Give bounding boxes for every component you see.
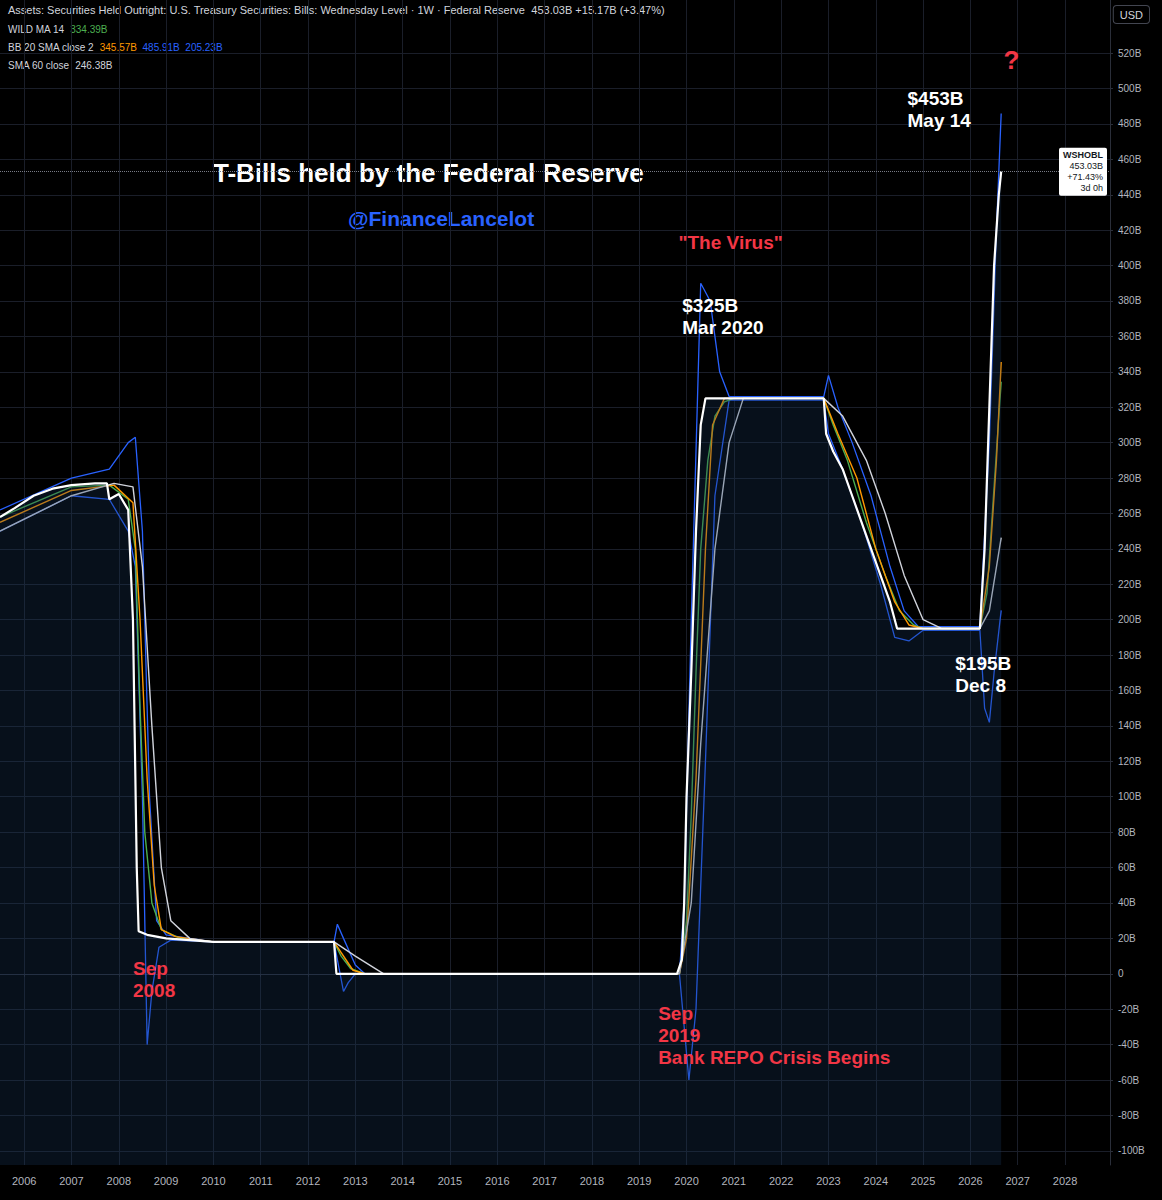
svg-text:340B: 340B <box>1118 366 1142 377</box>
svg-text:2015: 2015 <box>438 1175 462 1187</box>
svg-text:Bank REPO Crisis Begins: Bank REPO Crisis Begins <box>658 1047 890 1068</box>
svg-text:WILD MA 14: WILD MA 14 <box>8 24 65 35</box>
svg-text:40B: 40B <box>1118 897 1136 908</box>
svg-text:SMA 60 close: SMA 60 close <box>8 60 70 71</box>
svg-text:453.03B: 453.03B <box>1069 161 1103 171</box>
svg-text:$325B: $325B <box>682 295 738 316</box>
svg-text:2011: 2011 <box>249 1175 273 1187</box>
svg-text:2027: 2027 <box>1005 1175 1029 1187</box>
svg-text:0: 0 <box>1118 968 1124 979</box>
svg-text:360B: 360B <box>1118 331 1142 342</box>
svg-text:2024: 2024 <box>864 1175 888 1187</box>
svg-text:2014: 2014 <box>390 1175 414 1187</box>
svg-text:300B: 300B <box>1118 437 1142 448</box>
svg-text:-100B: -100B <box>1118 1145 1145 1156</box>
svg-text:20B: 20B <box>1118 933 1136 944</box>
svg-text:3d 0h: 3d 0h <box>1080 183 1103 193</box>
svg-text:2019: 2019 <box>658 1025 700 1046</box>
svg-text:260B: 260B <box>1118 508 1142 519</box>
svg-text:Sep: Sep <box>133 958 168 979</box>
svg-text:+71.43%: +71.43% <box>1067 172 1103 182</box>
svg-text:440B: 440B <box>1118 189 1142 200</box>
svg-text:Sep: Sep <box>658 1003 693 1024</box>
svg-text:480B: 480B <box>1118 118 1142 129</box>
svg-text:2012: 2012 <box>296 1175 320 1187</box>
svg-text:BB 20 SMA close 2: BB 20 SMA close 2 <box>8 42 94 53</box>
svg-text:380B: 380B <box>1118 295 1142 306</box>
svg-text:"The Virus": "The Virus" <box>678 232 782 253</box>
svg-text:2025: 2025 <box>911 1175 935 1187</box>
svg-text:80B: 80B <box>1118 827 1136 838</box>
svg-text:500B: 500B <box>1118 83 1142 94</box>
svg-text:120B: 120B <box>1118 756 1142 767</box>
svg-text:453.03B +15.17B (+3.47%): 453.03B +15.17B (+3.47%) <box>531 4 664 16</box>
svg-text:240B: 240B <box>1118 543 1142 554</box>
svg-text:-80B: -80B <box>1118 1110 1139 1121</box>
svg-text:USD: USD <box>1120 9 1143 21</box>
svg-text:280B: 280B <box>1118 473 1142 484</box>
svg-text:$195B: $195B <box>955 653 1011 674</box>
svg-text:485.91B: 485.91B <box>143 42 181 53</box>
svg-text:May 14: May 14 <box>907 110 971 131</box>
svg-text:200B: 200B <box>1118 614 1142 625</box>
svg-text:Dec 8: Dec 8 <box>955 675 1006 696</box>
svg-text:2018: 2018 <box>580 1175 604 1187</box>
svg-text:100B: 100B <box>1118 791 1142 802</box>
svg-text:2021: 2021 <box>722 1175 746 1187</box>
svg-text:Mar 2020: Mar 2020 <box>682 317 763 338</box>
svg-text:2006: 2006 <box>12 1175 36 1187</box>
svg-text:220B: 220B <box>1118 579 1142 590</box>
svg-text:T-Bills held by the Federal Re: T-Bills held by the Federal Reserve <box>213 158 644 188</box>
svg-text:$453B: $453B <box>907 88 963 109</box>
svg-text:160B: 160B <box>1118 685 1142 696</box>
svg-text:520B: 520B <box>1118 48 1142 59</box>
svg-text:2007: 2007 <box>59 1175 83 1187</box>
svg-text:334.39B: 334.39B <box>70 24 108 35</box>
svg-text:460B: 460B <box>1118 154 1142 165</box>
svg-text:-40B: -40B <box>1118 1039 1139 1050</box>
svg-text:?: ? <box>1004 45 1020 75</box>
svg-text:400B: 400B <box>1118 260 1142 271</box>
svg-text:2013: 2013 <box>343 1175 367 1187</box>
svg-text:2023: 2023 <box>816 1175 840 1187</box>
svg-text:2016: 2016 <box>485 1175 509 1187</box>
svg-text:140B: 140B <box>1118 720 1142 731</box>
svg-text:2009: 2009 <box>154 1175 178 1187</box>
svg-text:-60B: -60B <box>1118 1075 1139 1086</box>
svg-text:420B: 420B <box>1118 225 1142 236</box>
svg-text:2017: 2017 <box>532 1175 556 1187</box>
svg-text:2019: 2019 <box>627 1175 651 1187</box>
svg-text:2008: 2008 <box>107 1175 131 1187</box>
svg-text:60B: 60B <box>1118 862 1136 873</box>
svg-text:2022: 2022 <box>769 1175 793 1187</box>
svg-text:246.38B: 246.38B <box>75 60 113 71</box>
svg-text:205.23B: 205.23B <box>185 42 223 53</box>
svg-text:2020: 2020 <box>674 1175 698 1187</box>
svg-text:Assets: Securities Held Outrig: Assets: Securities Held Outright: U.S. T… <box>8 4 525 16</box>
svg-text:2008: 2008 <box>133 980 175 1001</box>
svg-text:2010: 2010 <box>201 1175 225 1187</box>
svg-text:2028: 2028 <box>1053 1175 1077 1187</box>
svg-text:345.57B: 345.57B <box>100 42 138 53</box>
svg-text:2026: 2026 <box>958 1175 982 1187</box>
svg-text:-20B: -20B <box>1118 1004 1139 1015</box>
svg-text:180B: 180B <box>1118 650 1142 661</box>
svg-text:@FinanceLancelot: @FinanceLancelot <box>348 207 534 230</box>
svg-text:WSHOBL: WSHOBL <box>1063 150 1103 160</box>
svg-text:320B: 320B <box>1118 402 1142 413</box>
